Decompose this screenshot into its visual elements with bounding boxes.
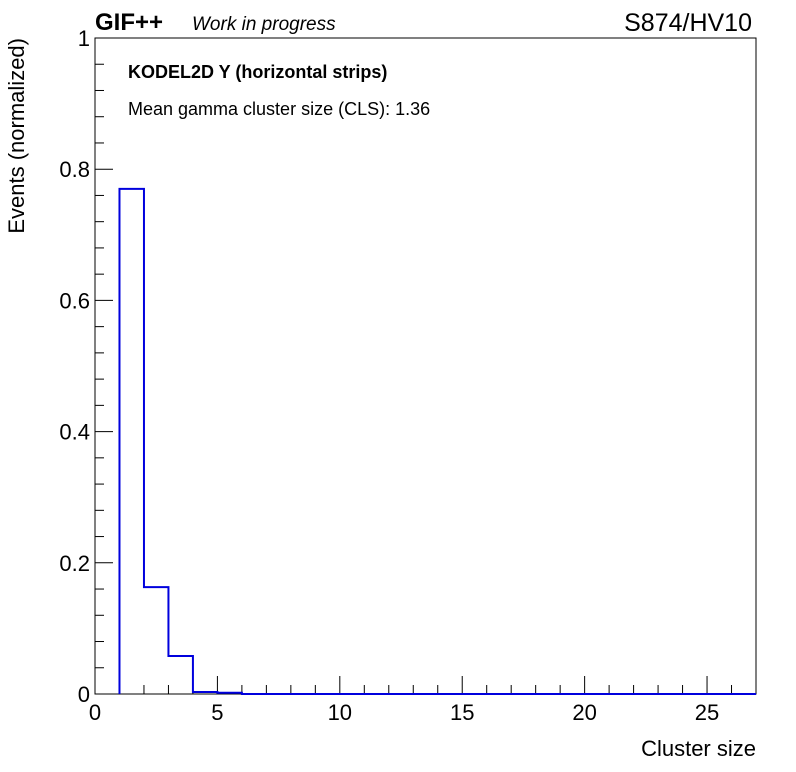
y-tick-label: 0.8 — [59, 157, 90, 182]
x-axis-label: Cluster size — [641, 736, 756, 761]
x-tick-label: 20 — [572, 700, 596, 725]
x-tick-labels: 0 5 10 15 20 25 — [89, 700, 719, 725]
histogram-bin — [119, 189, 143, 694]
y-tick-label: 0.2 — [59, 551, 90, 576]
plot-frame — [94, 37, 757, 695]
axis-ticks — [94, 37, 757, 695]
chart-title: KODEL2D Y (horizontal strips) — [128, 62, 387, 82]
status-label: Work in progress — [192, 14, 336, 35]
histogram-bins — [119, 189, 241, 694]
y-tick-label: 0.6 — [59, 288, 90, 313]
histogram-bin — [168, 656, 192, 694]
run-label: S874/HV10 — [624, 9, 752, 37]
x-tick-label: 25 — [695, 700, 719, 725]
x-tick-label: 5 — [211, 700, 223, 725]
y-axis-label: Events (normalized) — [4, 38, 29, 234]
chart-annotation: Mean gamma cluster size (CLS): 1.36 — [128, 99, 430, 119]
x-tick-label: 10 — [328, 700, 352, 725]
x-tick-label: 0 — [89, 700, 101, 725]
y-tick-label: 0 — [78, 682, 90, 707]
experiment-label: GIF++ — [95, 9, 163, 36]
histogram-bin — [144, 587, 168, 694]
histogram-step-line — [118, 187, 756, 695]
y-tick-label: 0.4 — [59, 420, 90, 445]
y-tick-labels: 0 0.2 0.4 0.6 0.8 1 — [59, 26, 90, 707]
y-tick-label: 1 — [78, 26, 90, 51]
x-tick-label: 15 — [450, 700, 474, 725]
